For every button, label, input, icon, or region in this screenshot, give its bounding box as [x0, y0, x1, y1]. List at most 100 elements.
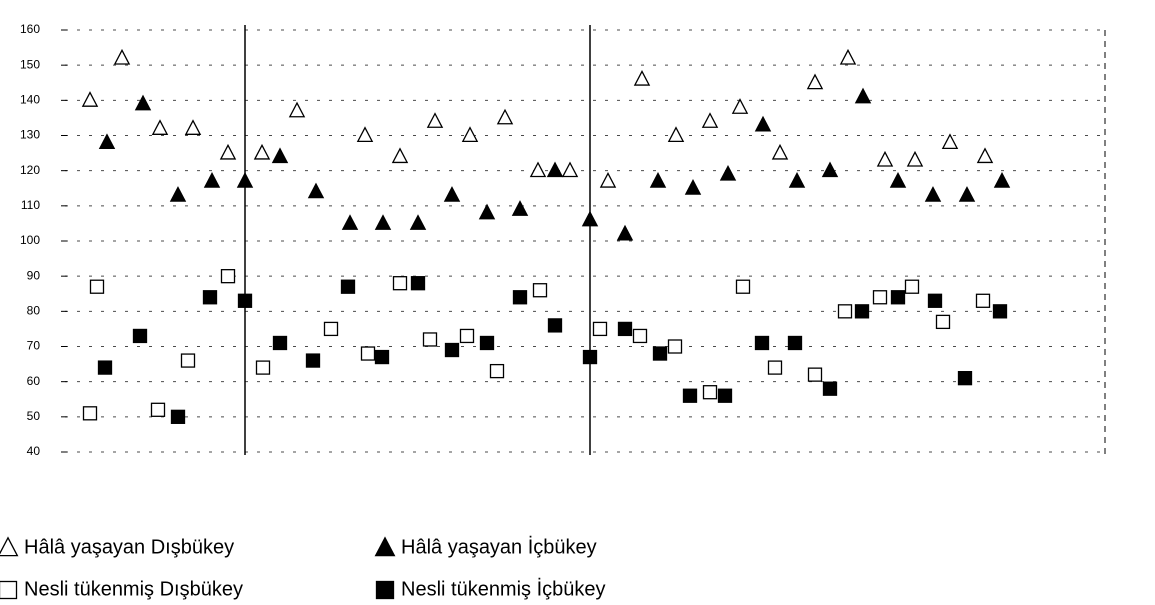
y-tick-label: 110	[21, 198, 40, 212]
point	[424, 333, 437, 346]
point	[99, 361, 112, 374]
point	[618, 226, 632, 240]
point	[839, 305, 852, 318]
point	[274, 336, 287, 349]
point	[856, 89, 870, 103]
point	[393, 149, 407, 163]
point	[737, 280, 750, 293]
legend-symbol	[377, 582, 394, 599]
point	[445, 187, 459, 201]
point	[549, 319, 562, 332]
point	[531, 163, 545, 177]
point	[634, 329, 647, 342]
point	[959, 372, 972, 385]
point	[584, 351, 597, 364]
point	[412, 277, 425, 290]
point	[255, 145, 269, 159]
point	[994, 305, 1007, 318]
point	[906, 280, 919, 293]
y-tick-label: 50	[27, 409, 41, 423]
point	[943, 135, 957, 149]
point	[548, 163, 562, 177]
y-tick-label: 40	[27, 444, 41, 458]
point	[583, 212, 597, 226]
point	[908, 152, 922, 166]
y-tick-label: 140	[20, 93, 40, 107]
point	[878, 152, 892, 166]
point	[654, 347, 667, 360]
point	[686, 180, 700, 194]
point	[563, 163, 577, 177]
point	[238, 173, 252, 187]
point	[136, 96, 150, 110]
point	[960, 187, 974, 201]
point	[756, 336, 769, 349]
point	[376, 216, 390, 230]
point	[83, 93, 97, 107]
point	[856, 305, 869, 318]
point	[995, 173, 1009, 187]
chart: 405060708090100110120130140150160Hâlâ ya…	[0, 0, 1155, 605]
point	[394, 277, 407, 290]
point	[926, 187, 940, 201]
point	[307, 354, 320, 367]
y-tick-label: 70	[27, 339, 41, 353]
legend-label: Nesli tükenmiş İçbükey	[401, 577, 606, 600]
y-tick-label: 120	[20, 163, 40, 177]
point	[205, 173, 219, 187]
point	[514, 291, 527, 304]
point	[719, 389, 732, 402]
point	[651, 173, 665, 187]
point	[704, 386, 717, 399]
point	[343, 216, 357, 230]
point	[115, 50, 129, 64]
point	[534, 284, 547, 297]
point	[721, 166, 735, 180]
point	[309, 184, 323, 198]
point	[152, 403, 165, 416]
point	[358, 128, 372, 142]
point	[733, 100, 747, 114]
point	[186, 121, 200, 135]
y-tick-label: 130	[20, 128, 40, 142]
y-tick-label: 90	[27, 268, 41, 282]
point	[100, 135, 114, 149]
legend-label: Hâlâ yaşayan İçbükey	[401, 535, 597, 558]
point	[703, 114, 717, 128]
point	[342, 280, 355, 293]
point	[929, 294, 942, 307]
point	[362, 347, 375, 360]
point	[789, 336, 802, 349]
point	[808, 75, 822, 89]
point	[290, 103, 304, 117]
point	[892, 291, 905, 304]
point	[978, 149, 992, 163]
point	[446, 344, 459, 357]
point	[182, 354, 195, 367]
point	[937, 315, 950, 328]
point	[635, 71, 649, 85]
point	[376, 351, 389, 364]
point	[684, 389, 697, 402]
y-tick-label: 100	[20, 233, 40, 247]
point	[221, 145, 235, 159]
point	[809, 368, 822, 381]
point	[172, 410, 185, 423]
y-tick-label: 150	[20, 57, 40, 71]
point	[769, 361, 782, 374]
point	[773, 145, 787, 159]
point	[669, 128, 683, 142]
legend-symbol	[0, 582, 17, 599]
point	[874, 291, 887, 304]
point	[498, 110, 512, 124]
legend-symbol	[0, 538, 17, 556]
point	[891, 173, 905, 187]
point	[756, 117, 770, 131]
y-tick-label: 80	[27, 304, 41, 318]
point	[463, 128, 477, 142]
point	[204, 291, 217, 304]
point	[513, 202, 527, 216]
legend-symbol	[376, 538, 395, 556]
point	[480, 205, 494, 219]
legend-label: Nesli tükenmiş Dışbükey	[24, 578, 243, 600]
